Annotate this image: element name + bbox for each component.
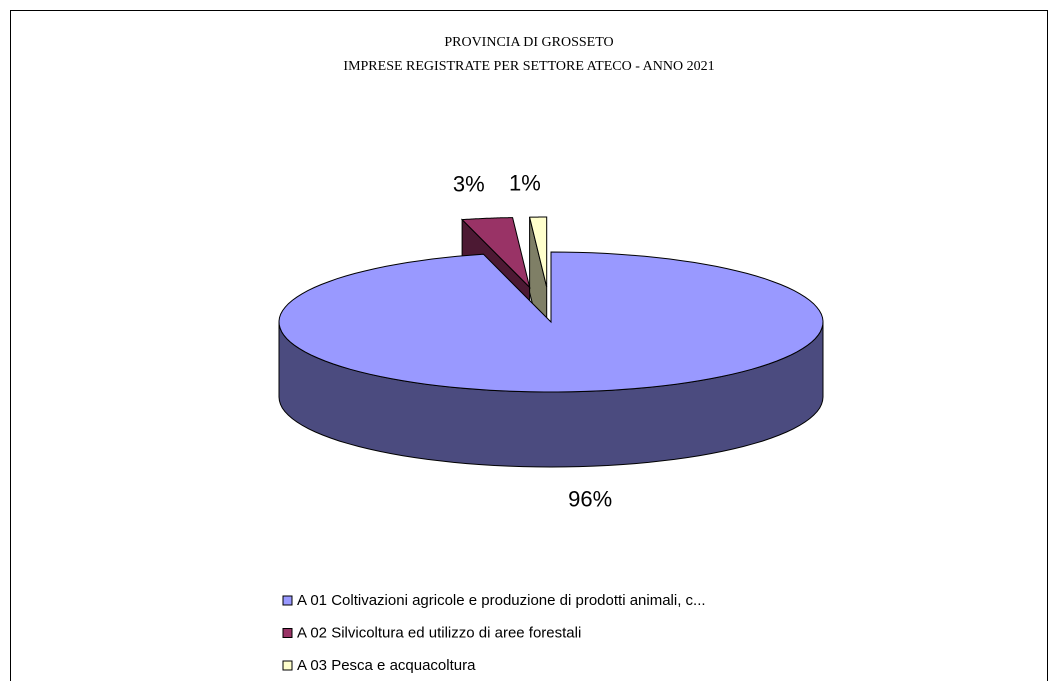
slice-top	[460, 217, 531, 290]
data-label: 3%	[453, 172, 485, 197]
chart-title: PROVINCIA DI GROSSETO	[444, 35, 613, 50]
chart-subtitle: IMPRESE REGISTRATE PER SETTORE ATECO - A…	[343, 59, 714, 74]
slice-top	[528, 216, 548, 288]
legend-swatch	[282, 628, 293, 638]
legend-label: A 02 Silvicoltura ed utilizzo di aree fo…	[297, 624, 581, 641]
data-label: 96%	[568, 487, 612, 512]
legend-swatch	[282, 595, 293, 606]
data-label: 1%	[509, 170, 541, 195]
legend-swatch	[282, 660, 293, 671]
slice-top	[278, 251, 824, 393]
legend-label: A 03 Pesca e acquacoltura	[297, 657, 476, 674]
legend-label: A 01 Coltivazioni agricole e produzione …	[297, 592, 706, 609]
